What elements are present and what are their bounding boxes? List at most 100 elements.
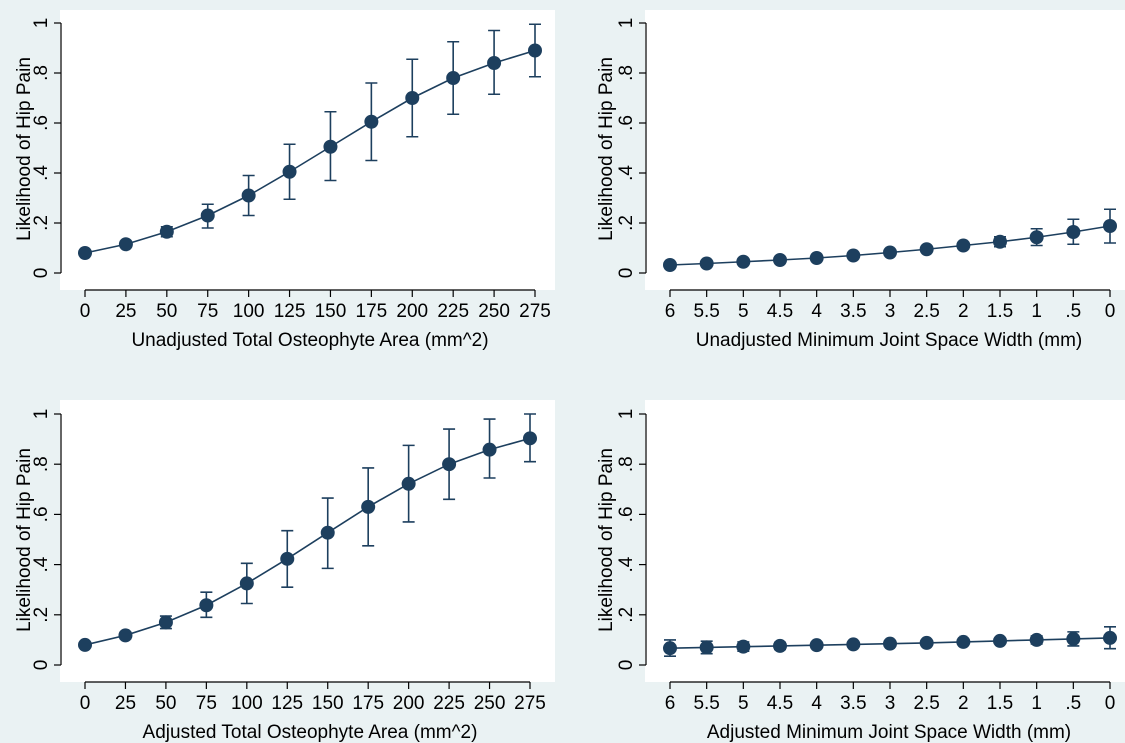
- data-point: [528, 43, 542, 58]
- series-line: [84, 437, 531, 646]
- data-point: [523, 431, 537, 446]
- x-tick-label: 250: [474, 693, 506, 714]
- plot-area: [60, 10, 555, 290]
- y-tick-label: .4: [616, 165, 637, 181]
- data-point: [736, 639, 751, 654]
- x-axis-title: Unadjusted Minimum Joint Space Width (mm…: [696, 330, 1082, 351]
- data-point: [200, 208, 215, 223]
- y-tick-label: .6: [31, 115, 52, 131]
- x-tick-label: 5.5: [693, 301, 719, 322]
- y-tick-label: .8: [31, 456, 52, 472]
- x-tick-label: 225: [437, 301, 469, 322]
- x-tick-label: 100: [231, 693, 263, 714]
- data-point: [78, 246, 92, 260]
- x-tick-label: 200: [396, 301, 428, 322]
- data-point: [1029, 230, 1044, 245]
- data-point: [919, 635, 934, 650]
- data-point: [280, 551, 295, 566]
- y-tick-label: .6: [616, 506, 637, 522]
- y-tick-label: 0: [616, 268, 637, 279]
- chart-panel-unadjusted-jsw: 0.2.4.6.816 5.5 5 4.5 4 3.5 3 2.5 2 1.5 1.5 0 Likel…: [596, 10, 1125, 351]
- y-tick-label: 1: [616, 409, 637, 420]
- x-tick-label: 4: [811, 301, 822, 322]
- data-point: [199, 598, 214, 613]
- x-tick-label: 3: [885, 301, 896, 322]
- x-tick-label: 1: [1031, 301, 1042, 322]
- plot-area: [60, 400, 555, 682]
- x-tick-label: 125: [271, 693, 303, 714]
- data-point: [883, 245, 897, 260]
- x-tick-label: 0: [1105, 693, 1116, 714]
- data-point: [773, 253, 787, 267]
- x-tick-label: 5.5: [693, 693, 719, 714]
- data-point: [446, 71, 461, 85]
- x-tick-label: 275: [514, 693, 546, 714]
- x-tick-label: 0: [80, 693, 91, 714]
- chart-panel-adjusted-osteophyte: 0 .2 .4 .6 .8 1 0 25 50 75 100 125 150 175 200 225 250 27…: [14, 400, 555, 743]
- data-point: [846, 248, 861, 263]
- y-tick-label: .6: [616, 115, 637, 131]
- data-point: [1103, 630, 1117, 645]
- x-axis-title: Unadjusted Total Osteophyte Area (mm^2): [131, 330, 488, 351]
- x-tick-label: 1.5: [987, 301, 1013, 322]
- data-point: [159, 224, 174, 239]
- data-point: [663, 641, 677, 656]
- data-point: [282, 164, 297, 179]
- data-point: [364, 114, 379, 129]
- x-tick-label: 225: [433, 693, 465, 714]
- x-tick-label: 250: [478, 301, 510, 322]
- y-tick-label: 1: [31, 18, 52, 29]
- y-axis-title: Likelihood of Hip Pain: [596, 448, 617, 632]
- y-tick-label: .4: [616, 556, 637, 572]
- y-tick-label: .8: [616, 456, 637, 472]
- data-point: [239, 576, 254, 591]
- x-tick-label: .5: [1065, 301, 1081, 322]
- x-tick-label: 4.5: [767, 301, 793, 322]
- x-tick-label: 0: [1105, 301, 1116, 322]
- x-tick-label: 200: [393, 693, 425, 714]
- x-tick-label: 3.5: [840, 693, 866, 714]
- plot-area: [645, 400, 1125, 682]
- y-tick-label: .2: [616, 215, 637, 231]
- y-axis-title: Likelihood of Hip Pain: [14, 57, 35, 241]
- x-axis-title: Adjusted Total Osteophyte Area (mm^2): [143, 722, 478, 743]
- data-point: [401, 476, 416, 491]
- data-point: [158, 615, 173, 630]
- x-tick-label: 1: [1031, 693, 1042, 714]
- data-point: [919, 242, 934, 257]
- data-point: [320, 525, 335, 540]
- x-tick-label: 125: [274, 301, 306, 322]
- x-tick-label: 175: [356, 301, 388, 322]
- x-tick-label: 25: [115, 301, 136, 322]
- y-axis-title: Likelihood of Hip Pain: [596, 57, 617, 241]
- y-tick-label: .2: [616, 607, 637, 623]
- x-tick-label: 0: [80, 301, 91, 322]
- chart-panel-adjusted-jsw: 0.2.4.6.816 5.5 5 4.5 4 3.5 3 2.5 2 1.5 1.5 0 Likel…: [596, 400, 1125, 743]
- x-tick-label: 50: [155, 693, 176, 714]
- y-tick-label: 0: [31, 660, 52, 671]
- y-axis-title: Likelihood of Hip Pain: [14, 448, 35, 632]
- data-point: [846, 637, 861, 652]
- series-line: [84, 49, 536, 254]
- y-tick-label: .2: [31, 215, 52, 231]
- data-point: [1066, 631, 1081, 646]
- data-point: [956, 238, 971, 253]
- x-tick-label: 75: [197, 301, 218, 322]
- y-tick-label: .4: [31, 556, 52, 572]
- y-tick-label: 1: [616, 18, 637, 29]
- data-point: [809, 638, 824, 653]
- x-tick-label: 2: [958, 301, 969, 322]
- data-point: [78, 637, 92, 652]
- chart-panel-unadjusted-osteophyte: 0 .2 .4 .6 .8 1 0 25 50 75 100 125 150 175 200 225 250 27…: [14, 10, 555, 351]
- data-point: [883, 636, 897, 651]
- x-axis-title: Adjusted Minimum Joint Space Width (mm): [707, 722, 1071, 743]
- x-tick-label: 6: [665, 301, 676, 322]
- x-tick-label: 150: [315, 301, 347, 322]
- data-point: [323, 139, 338, 154]
- x-tick-label: 50: [156, 301, 177, 322]
- y-tick-label: .8: [31, 65, 52, 81]
- data-point: [118, 628, 133, 643]
- x-tick-label: 2.5: [913, 693, 939, 714]
- data-point: [956, 634, 971, 649]
- data-point: [241, 188, 256, 203]
